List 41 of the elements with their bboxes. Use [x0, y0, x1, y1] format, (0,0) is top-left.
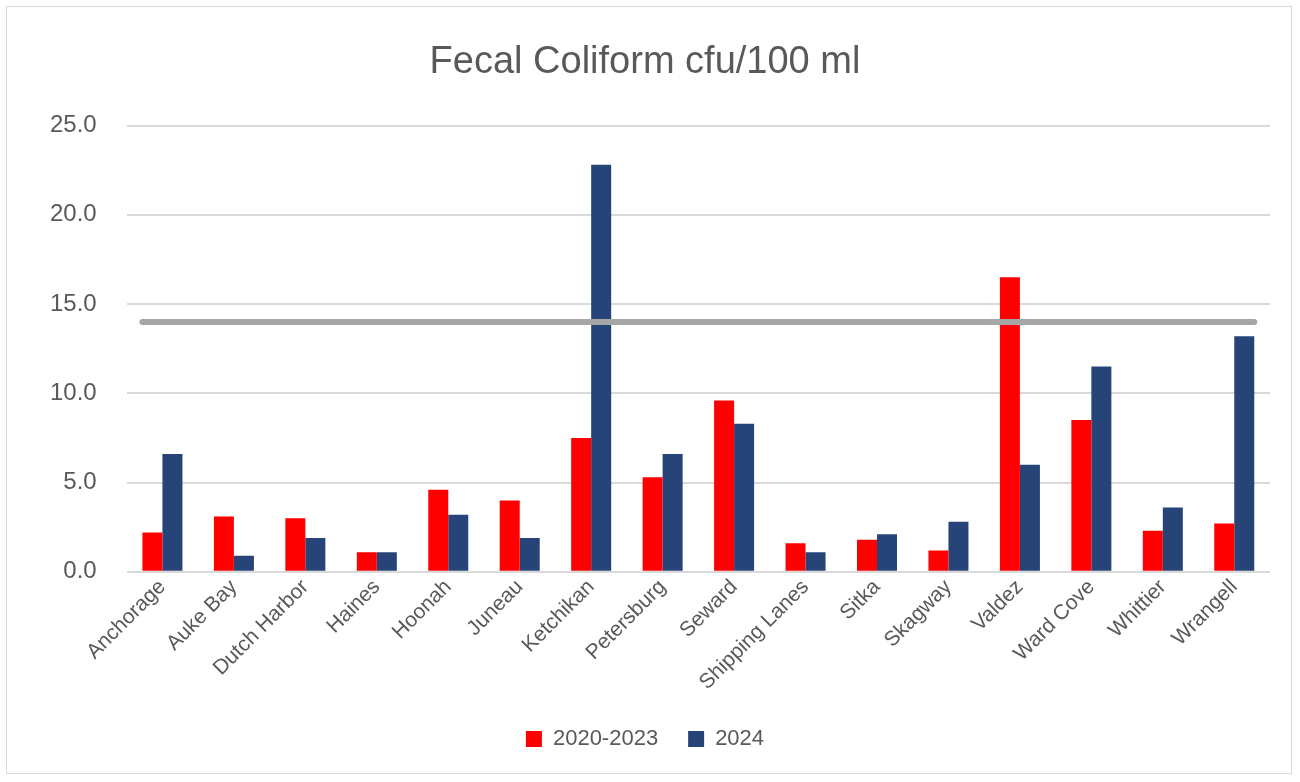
- y-tick-label: 20.0: [49, 199, 97, 227]
- y-tick-label: 0.0: [63, 556, 97, 584]
- chart-title: Fecal Coliform cfu/100 ml: [429, 39, 861, 82]
- bar: [1071, 420, 1092, 571]
- bar: [642, 477, 663, 571]
- bar: [519, 537, 540, 571]
- bar: [285, 518, 306, 571]
- bar: [1091, 366, 1112, 571]
- bar: [999, 277, 1020, 571]
- bar: [499, 500, 520, 571]
- bar: [662, 454, 683, 571]
- bar: [162, 454, 183, 571]
- y-tick-label: 15.0: [49, 288, 97, 316]
- legend-label: 2024: [715, 725, 765, 751]
- bar: [142, 532, 163, 571]
- bar: [785, 543, 806, 571]
- bar: [876, 534, 897, 571]
- y-tick-label: 5.0: [63, 467, 97, 495]
- bar: [1142, 530, 1163, 571]
- bar: [856, 539, 877, 571]
- bar: [714, 400, 735, 571]
- bar: [233, 555, 254, 571]
- bar: [734, 423, 755, 571]
- bar: [1019, 464, 1040, 571]
- y-tick-label: 10.0: [49, 377, 97, 405]
- bar: [305, 537, 326, 571]
- bar: [448, 514, 469, 571]
- bar: [805, 552, 826, 571]
- bar: [571, 437, 592, 571]
- bar: [591, 164, 612, 571]
- bar: [948, 521, 969, 571]
- bar: [1214, 523, 1235, 571]
- bar: [376, 552, 397, 571]
- bar: [1162, 507, 1183, 571]
- bar: [213, 516, 234, 571]
- bar: [428, 489, 449, 571]
- bar: [356, 552, 377, 571]
- bar: [928, 550, 949, 571]
- bar: [1234, 336, 1255, 571]
- legend-label: 2020-2023: [552, 725, 659, 751]
- y-tick-label: 25.0: [49, 110, 97, 138]
